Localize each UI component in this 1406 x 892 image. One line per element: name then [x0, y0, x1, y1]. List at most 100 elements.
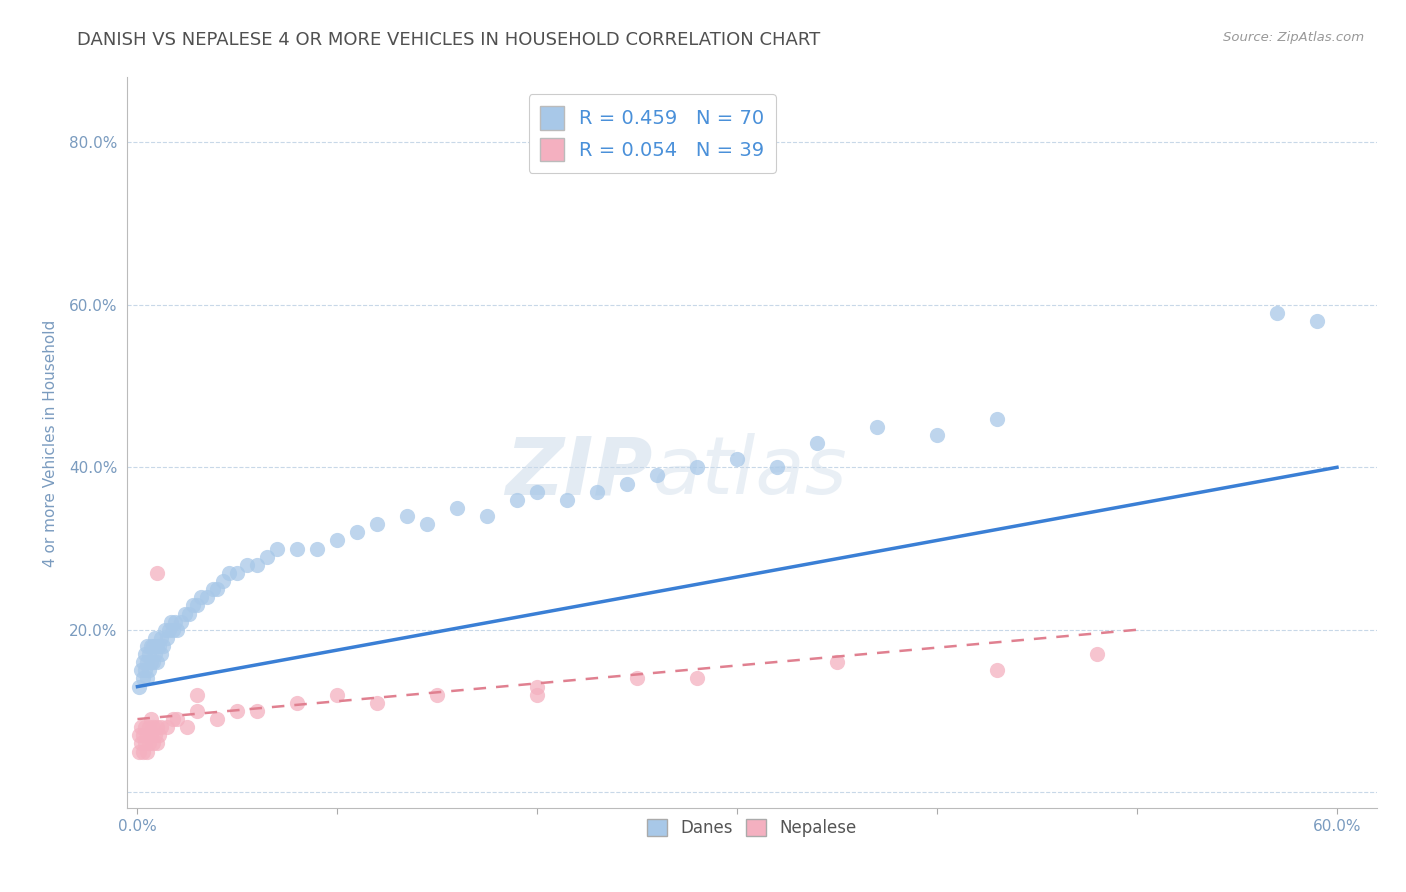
- Point: [186, 688, 208, 702]
- Y-axis label: 4 or more Vehicles in Household: 4 or more Vehicles in Household: [44, 319, 58, 566]
- Point: [226, 704, 249, 718]
- Point: [246, 558, 269, 572]
- Point: [128, 728, 150, 742]
- Point: [132, 745, 155, 759]
- Point: [159, 623, 181, 637]
- Point: [136, 639, 159, 653]
- Point: [207, 712, 229, 726]
- Point: [366, 696, 388, 710]
- Point: [132, 672, 155, 686]
- Point: [190, 591, 212, 605]
- Point: [150, 647, 173, 661]
- Point: [927, 427, 949, 442]
- Text: ZIP: ZIP: [505, 434, 652, 511]
- Point: [526, 484, 548, 499]
- Point: [506, 492, 529, 507]
- Point: [141, 728, 163, 742]
- Point: [134, 664, 156, 678]
- Point: [986, 664, 1008, 678]
- Point: [152, 639, 174, 653]
- Text: Source: ZipAtlas.com: Source: ZipAtlas.com: [1223, 31, 1364, 45]
- Point: [287, 696, 309, 710]
- Point: [346, 525, 368, 540]
- Point: [207, 582, 229, 596]
- Point: [825, 655, 848, 669]
- Point: [134, 647, 156, 661]
- Point: [986, 411, 1008, 425]
- Point: [218, 566, 240, 580]
- Point: [307, 541, 329, 556]
- Point: [131, 736, 153, 750]
- Point: [150, 631, 173, 645]
- Point: [396, 509, 419, 524]
- Legend: Danes, Nepalese: Danes, Nepalese: [641, 813, 863, 844]
- Point: [526, 688, 548, 702]
- Point: [150, 720, 173, 734]
- Point: [156, 720, 179, 734]
- Point: [160, 615, 183, 629]
- Point: [166, 623, 188, 637]
- Point: [136, 728, 159, 742]
- Point: [212, 574, 235, 588]
- Point: [132, 728, 155, 742]
- Point: [686, 672, 709, 686]
- Point: [183, 599, 205, 613]
- Point: [141, 655, 163, 669]
- Point: [1265, 306, 1288, 320]
- Point: [136, 672, 159, 686]
- Point: [256, 549, 278, 564]
- Point: [197, 591, 219, 605]
- Point: [555, 492, 578, 507]
- Point: [326, 533, 349, 548]
- Point: [686, 460, 709, 475]
- Point: [166, 712, 188, 726]
- Point: [526, 680, 548, 694]
- Point: [176, 720, 198, 734]
- Text: atlas: atlas: [652, 434, 846, 511]
- Point: [266, 541, 288, 556]
- Point: [138, 664, 160, 678]
- Point: [148, 639, 170, 653]
- Point: [146, 566, 169, 580]
- Point: [141, 712, 163, 726]
- Point: [146, 639, 169, 653]
- Point: [226, 566, 249, 580]
- Point: [145, 631, 167, 645]
- Point: [136, 745, 159, 759]
- Point: [766, 460, 789, 475]
- Point: [156, 631, 179, 645]
- Point: [146, 720, 169, 734]
- Point: [134, 736, 156, 750]
- Point: [179, 607, 201, 621]
- Point: [236, 558, 259, 572]
- Point: [586, 484, 609, 499]
- Point: [477, 509, 499, 524]
- Point: [142, 736, 165, 750]
- Point: [170, 615, 193, 629]
- Point: [138, 647, 160, 661]
- Point: [645, 468, 668, 483]
- Point: [131, 720, 153, 734]
- Point: [446, 500, 468, 515]
- Point: [426, 688, 449, 702]
- Point: [866, 419, 889, 434]
- Point: [626, 672, 648, 686]
- Point: [142, 720, 165, 734]
- Point: [616, 476, 638, 491]
- Point: [287, 541, 309, 556]
- Point: [134, 720, 156, 734]
- Point: [416, 517, 439, 532]
- Point: [155, 623, 177, 637]
- Point: [146, 655, 169, 669]
- Point: [145, 647, 167, 661]
- Point: [131, 664, 153, 678]
- Point: [148, 728, 170, 742]
- Point: [186, 599, 208, 613]
- Point: [132, 655, 155, 669]
- Point: [128, 745, 150, 759]
- Text: DANISH VS NEPALESE 4 OR MORE VEHICLES IN HOUSEHOLD CORRELATION CHART: DANISH VS NEPALESE 4 OR MORE VEHICLES IN…: [77, 31, 821, 49]
- Point: [326, 688, 349, 702]
- Point: [174, 607, 197, 621]
- Point: [202, 582, 225, 596]
- Point: [162, 712, 184, 726]
